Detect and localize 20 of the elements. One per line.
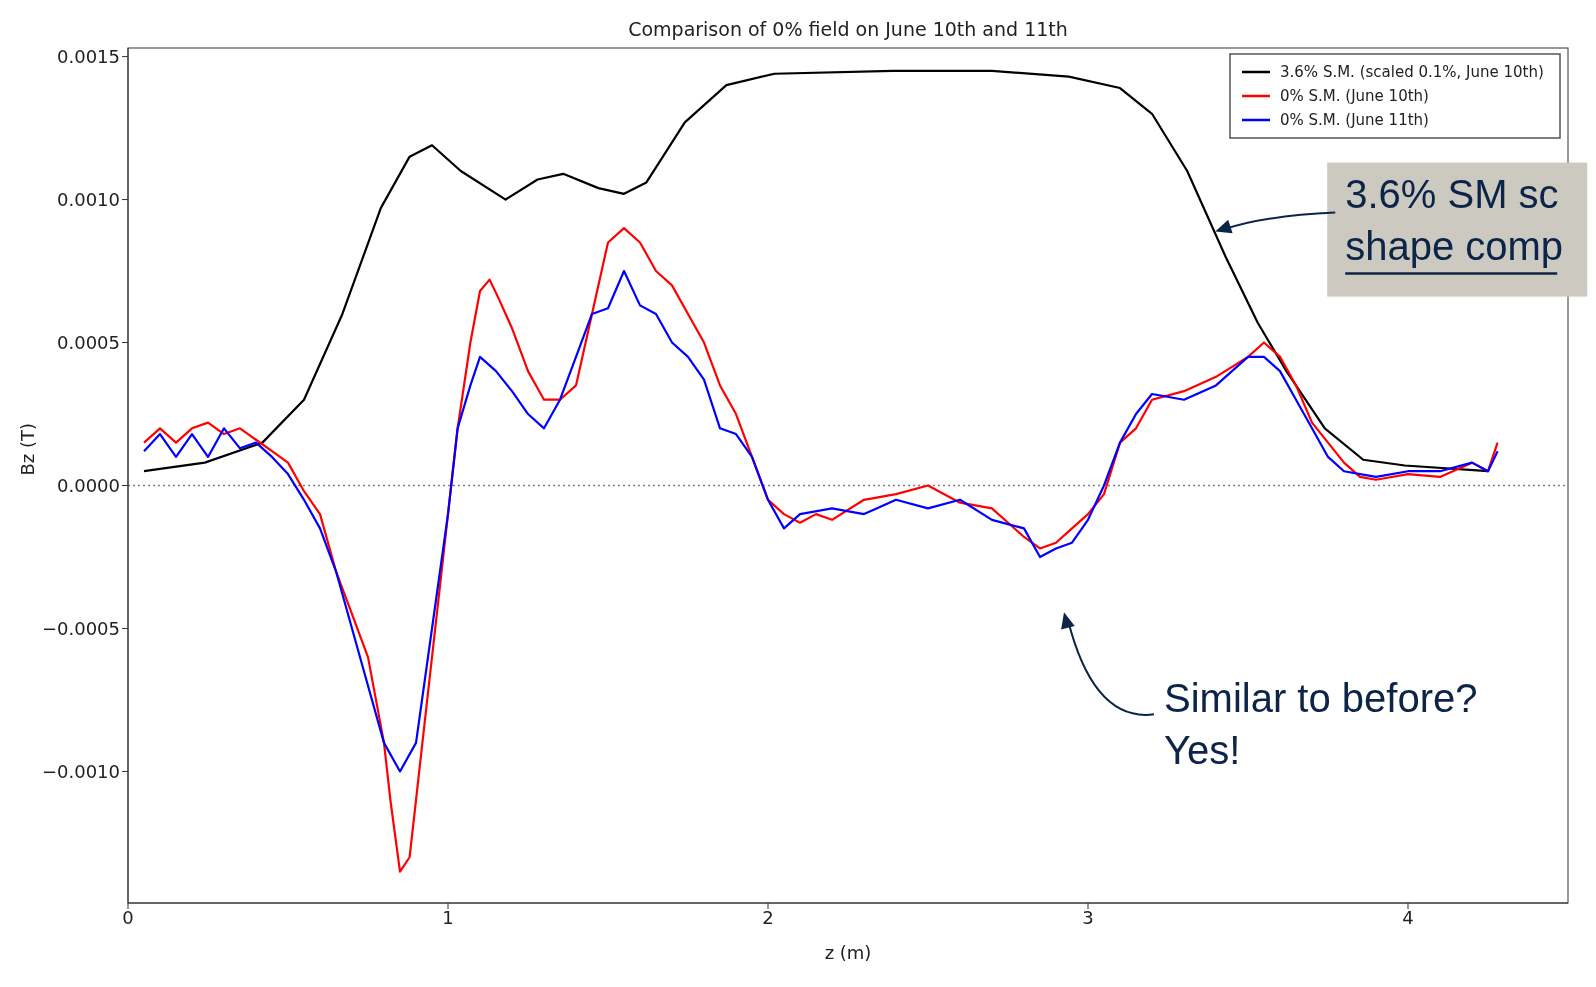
y-tick-label: −0.0005 — [41, 617, 120, 639]
annotation: Similar to before? Yes! — [1164, 676, 1478, 773]
y-tick-label: 0.0000 — [57, 474, 120, 496]
y-tick-label: −0.0010 — [41, 760, 120, 782]
x-tick-label: 4 — [1402, 906, 1414, 928]
legend-label: 0% S.M. (June 10th) — [1280, 87, 1429, 105]
chart-title: Comparison of 0% field on June 10th and 11th — [628, 18, 1068, 40]
line-series — [142, 269, 1499, 773]
y-tick-label: 0.0015 — [57, 45, 120, 67]
x-axis-title: z (m) — [824, 942, 872, 963]
legend-label: 3.6% S.M. (scaled 0.1%, June 10th) — [1280, 63, 1544, 81]
y-axis-title: Bz (T) — [17, 422, 39, 476]
x-tick-label: 2 — [762, 906, 774, 928]
x-tick-label: 0 — [122, 906, 134, 928]
annotation: 3.6% SM sc shape comp — [1345, 171, 1564, 268]
legend-label: 0% S.M. (June 11th) — [1280, 111, 1429, 129]
x-tick-label: 3 — [1082, 906, 1094, 928]
y-tick-label: 0.0010 — [57, 188, 120, 210]
y-tick-label: 0.0005 — [57, 331, 120, 353]
x-tick-label: 1 — [442, 906, 454, 928]
